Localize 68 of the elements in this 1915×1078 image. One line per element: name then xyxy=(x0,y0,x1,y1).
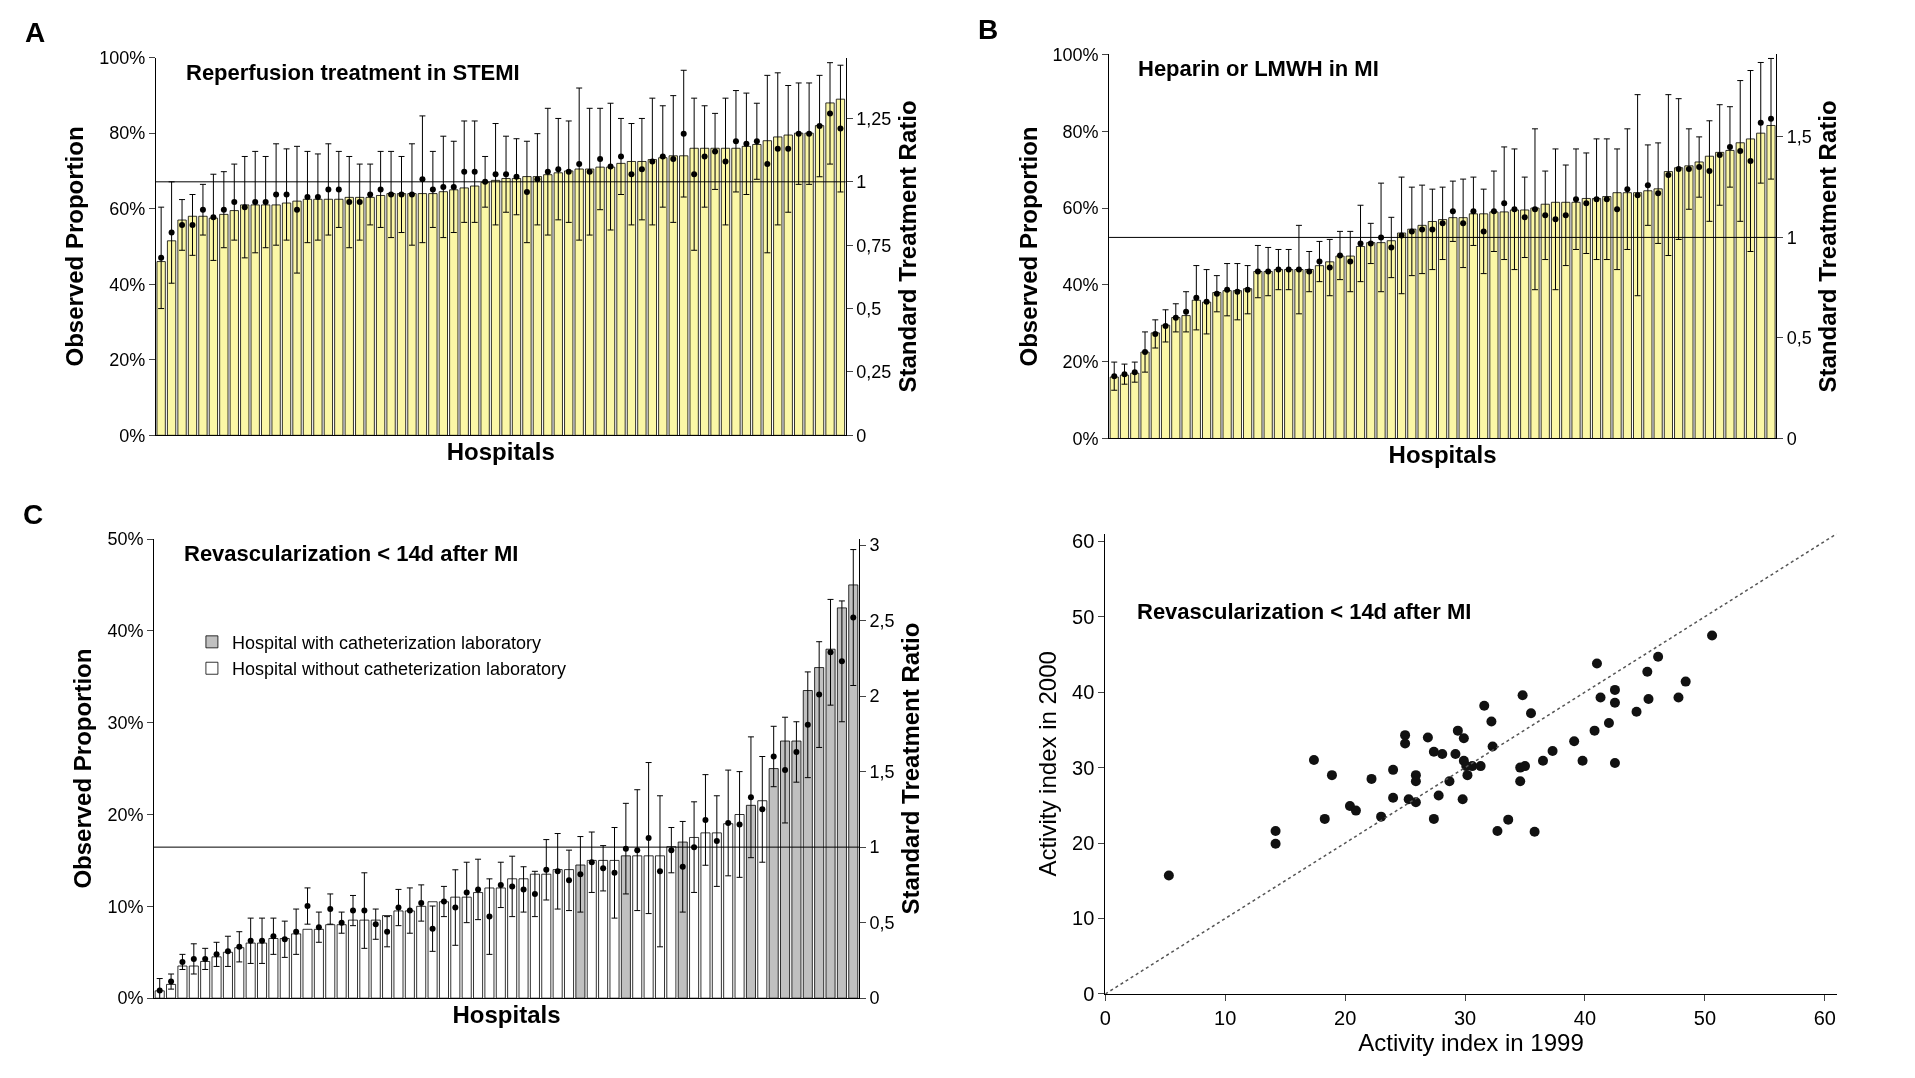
y2-tick-label: 1,5 xyxy=(869,761,895,782)
y2-axis-title: Standard Treatment Ratio xyxy=(1814,100,1842,393)
y-tick-label: 40% xyxy=(109,274,146,295)
y2-tick-label: 1 xyxy=(1786,227,1797,248)
y-tick-label: 100% xyxy=(1052,44,1099,65)
chart-title: Revascularization < 14d after MI xyxy=(184,541,519,566)
y-tick-label: 20% xyxy=(1062,351,1099,372)
y-axis-title: Activity index in 2000 xyxy=(1034,651,1062,877)
y-tick-label: 20 xyxy=(1072,832,1095,855)
y2-tick-label: 0,25 xyxy=(856,362,892,383)
y2-tick-label: 0,5 xyxy=(1786,328,1812,349)
x-tick-label: 10 xyxy=(1214,1006,1237,1029)
y-tick-label: 80% xyxy=(1062,121,1099,142)
text: C xyxy=(23,499,44,530)
x-tick-label: 50 xyxy=(1693,1006,1717,1029)
y-tick-label: 20% xyxy=(107,804,144,825)
y-tick-label: 100% xyxy=(99,47,146,68)
x-axis-title: Activity index in 1999 xyxy=(1358,1028,1584,1056)
y-tick-label: 60 xyxy=(1072,530,1095,553)
text: Revascularization < 14d after MI xyxy=(1137,599,1472,624)
chart-title: Heparin or LMWH in MI xyxy=(1138,56,1379,81)
y2-tick-label: 0,5 xyxy=(869,912,895,933)
y-tick-label: 50% xyxy=(107,529,144,550)
y2-axis-title: Standard Treatment Ratio xyxy=(896,622,924,915)
y-tick-label: 80% xyxy=(109,123,146,144)
y2-tick-label: 2 xyxy=(869,686,880,707)
y-tick-label: 0 xyxy=(1083,982,1095,1005)
y-tick-label: 0% xyxy=(1072,428,1099,449)
y-tick-label: 10% xyxy=(107,896,144,917)
chart-title: Reperfusion treatment in STEMI xyxy=(186,60,520,85)
y2-tick-label: 1 xyxy=(869,837,880,858)
text: B xyxy=(978,14,999,45)
y-tick-label: 0% xyxy=(117,988,144,1009)
y-tick-label: 30 xyxy=(1072,756,1095,779)
y-axis-title: Observed Proportion xyxy=(69,648,97,889)
x-tick-label: 40 xyxy=(1573,1006,1597,1029)
y-axis-title: Observed Proportion xyxy=(61,126,89,367)
y-tick-label: 60% xyxy=(109,198,146,219)
y-tick-label: 10 xyxy=(1072,907,1095,930)
y-tick-label: 50 xyxy=(1072,605,1095,628)
y2-tick-label: 3 xyxy=(869,535,880,556)
text: A xyxy=(25,17,46,48)
y-tick-label: 60% xyxy=(1062,198,1099,219)
x-tick-label: 60 xyxy=(1813,1006,1836,1029)
y2-axis-title: Standard Treatment Ratio xyxy=(893,100,921,393)
y2-tick-label: 1,5 xyxy=(1786,127,1812,148)
y2-tick-label: 2,5 xyxy=(869,610,895,631)
y-tick-label: 30% xyxy=(107,712,144,733)
y2-tick-label: 0,5 xyxy=(856,298,882,319)
y2-tick-label: 0 xyxy=(856,425,867,446)
y2-tick-label: 0,75 xyxy=(856,235,892,256)
y-axis-title: Observed Proportion xyxy=(1014,126,1042,367)
y2-tick-label: 0 xyxy=(869,988,880,1009)
y2-tick-label: 1,25 xyxy=(856,108,892,129)
y-tick-label: 20% xyxy=(109,350,146,371)
y2-tick-label: 0 xyxy=(1786,428,1797,449)
y-tick-label: 0% xyxy=(119,425,146,446)
y-tick-label: 40% xyxy=(1062,275,1099,296)
y-tick-label: 40 xyxy=(1072,681,1095,704)
x-axis-title: Hospitals xyxy=(452,1001,561,1029)
y-tick-label: 40% xyxy=(107,621,144,642)
x-tick-label: 30 xyxy=(1453,1006,1477,1029)
legend-label: Hospital without catheterization laboratory xyxy=(231,659,567,680)
x-axis-title: Hospitals xyxy=(1388,441,1497,469)
y2-tick-label: 1 xyxy=(856,172,867,193)
x-axis-title: Hospitals xyxy=(446,438,555,466)
legend-label: Hospital with catheterization laboratory xyxy=(231,632,542,653)
x-tick-label: 20 xyxy=(1334,1006,1357,1029)
